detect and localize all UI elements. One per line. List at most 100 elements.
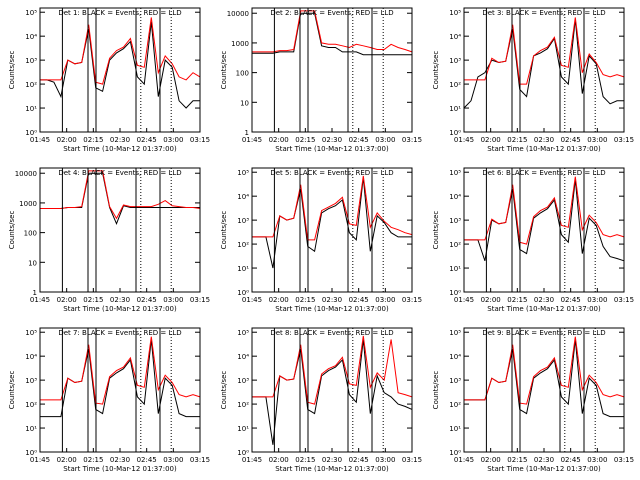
x-axis-label: Start Time (10-Mar-12 01:37:00) (275, 465, 389, 473)
series-lld-line (40, 336, 201, 405)
x-axis-label: Start Time (10-Mar-12 01:37:00) (275, 145, 389, 153)
x-tick-label: 02:15 (507, 456, 527, 464)
panel-title: Det 6: BLACK = Events, RED = LLD (482, 169, 605, 177)
y-axis-label: Counts/sec (432, 211, 440, 250)
x-tick-label: 02:00 (57, 456, 77, 464)
x-tick-label: 02:45 (137, 136, 157, 144)
det-panel-6: 10⁰ 10¹ 10² 10³ 10⁴ 10⁵ 01:45 02:00 02:15 02:30 02… (432, 167, 634, 313)
x-tick-label: 03:15 (190, 136, 210, 144)
y-tick-label: 10 (28, 259, 37, 267)
y-axis-label: Counts/sec (220, 51, 228, 90)
y-tick-label: 10⁰ (449, 289, 461, 297)
x-tick-label: 03:15 (190, 456, 210, 464)
y-tick-label: 10⁵ (449, 169, 461, 177)
y-tick-label: 10³ (237, 377, 249, 385)
series-lld-line (464, 17, 625, 85)
y-tick-label: 10⁴ (25, 353, 37, 361)
x-tick-label: 02:30 (534, 456, 554, 464)
y-tick-label: 10¹ (237, 265, 249, 273)
x-tick-label: 03:15 (614, 136, 634, 144)
panel-title: Det 2: BLACK = Events, RED = LLD (270, 9, 393, 17)
panel-title: Det 3: BLACK = Events, RED = LLD (482, 9, 605, 17)
x-tick-label: 03:00 (587, 456, 607, 464)
x-tick-label: 03:00 (163, 456, 183, 464)
panel-title: Det 4: BLACK = Events, RED = LLD (58, 169, 181, 177)
y-tick-label: 10⁵ (25, 329, 37, 337)
series-events-line (252, 12, 412, 56)
y-tick-label: 10³ (25, 377, 37, 385)
det-panel-1: 10⁰ 10¹ 10² 10³ 10⁴ 10⁵ 01:45 02:00 02:15 02:30 02… (8, 7, 210, 153)
det-panel-5: 10⁰ 10¹ 10² 10³ 10⁴ 10⁵ 01:45 02:00 02:15 02:30 02… (220, 167, 422, 313)
panel-title: Det 5: BLACK = Events, RED = LLD (270, 169, 393, 177)
series-events-line (252, 177, 412, 269)
series-lld-line (40, 170, 201, 220)
x-tick-label: 01:45 (30, 456, 50, 464)
series-lld-line (464, 336, 625, 405)
x-tick-label: 02:15 (507, 296, 527, 304)
y-axis-label: Counts/sec (432, 371, 440, 410)
x-tick-label: 02:00 (57, 136, 77, 144)
series-events-line (40, 172, 200, 226)
y-axis-label: Counts/sec (220, 211, 228, 250)
x-tick-label: 02:45 (561, 136, 581, 144)
series-lld-line (252, 10, 413, 53)
x-tick-label: 02:00 (481, 456, 501, 464)
y-tick-label: 10⁴ (449, 33, 461, 41)
y-tick-label: 1000 (19, 200, 37, 208)
x-axis-label: Start Time (10-Mar-12 01:37:00) (63, 305, 177, 313)
x-tick-label: 02:15 (83, 456, 103, 464)
series-events-line (464, 339, 624, 418)
y-tick-label: 10³ (449, 377, 461, 385)
y-tick-label: 10² (237, 401, 249, 409)
plot-frame (39, 167, 201, 293)
panel-title: Det 1: BLACK = Events, RED = LLD (58, 9, 181, 17)
y-tick-label: 10¹ (449, 425, 461, 433)
x-tick-label: 02:00 (269, 296, 289, 304)
y-tick-label: 10⁰ (25, 449, 37, 457)
series-lld-line (252, 335, 413, 405)
det-panel-3: 10⁰ 10¹ 10² 10³ 10⁴ 10⁵ 01:45 02:00 02:15 02:30 02… (432, 7, 634, 153)
det-panel-4: 1 10 100 1000 10000 01:45 02:00 02:15 02:30 02:45… (8, 167, 210, 313)
y-axis-label: Counts/sec (8, 371, 16, 410)
x-axis-label: Start Time (10-Mar-12 01:37:00) (63, 145, 177, 153)
x-tick-label: 02:30 (534, 136, 554, 144)
x-tick-label: 02:15 (295, 296, 315, 304)
y-tick-label: 1 (33, 289, 37, 297)
plot-frame (251, 7, 413, 133)
det-panel-2: 1 10 100 1000 10000 01:45 02:00 02:15 02:30 02:45… (220, 7, 422, 153)
x-tick-label: 02:15 (295, 456, 315, 464)
x-tick-label: 01:45 (242, 136, 262, 144)
x-tick-label: 02:30 (322, 456, 342, 464)
y-tick-label: 10² (237, 241, 249, 249)
x-tick-label: 03:00 (587, 136, 607, 144)
y-tick-label: 10⁴ (237, 193, 249, 201)
x-tick-label: 03:15 (402, 456, 422, 464)
y-tick-label: 10² (449, 401, 461, 409)
y-tick-label: 10³ (449, 57, 461, 65)
series-events-line (463, 19, 624, 109)
x-tick-label: 01:45 (30, 296, 50, 304)
plot-frame (251, 327, 413, 453)
series-lld-line (40, 17, 201, 85)
x-tick-label: 02:30 (110, 456, 130, 464)
y-tick-label: 10⁵ (237, 169, 249, 177)
x-tick-label: 02:00 (57, 296, 77, 304)
x-tick-label: 02:45 (349, 296, 369, 304)
x-tick-label: 03:00 (587, 296, 607, 304)
x-tick-label: 02:45 (137, 456, 157, 464)
det-panel-8: 10⁰ 10¹ 10² 10³ 10⁴ 10⁵ 01:45 02:00 02:15 02:30 02… (220, 327, 422, 473)
x-axis-label: Start Time (10-Mar-12 01:37:00) (487, 465, 601, 473)
series-events-line (252, 339, 413, 445)
y-tick-label: 100 (236, 70, 249, 78)
y-tick-label: 10² (449, 241, 461, 249)
y-tick-label: 10⁰ (237, 449, 249, 457)
x-axis-label: Start Time (10-Mar-12 01:37:00) (275, 305, 389, 313)
x-tick-label: 02:45 (349, 456, 369, 464)
y-tick-label: 10⁴ (449, 193, 461, 201)
x-tick-label: 01:45 (242, 296, 262, 304)
x-axis-label: Start Time (10-Mar-12 01:37:00) (487, 145, 601, 153)
y-tick-label: 10⁰ (25, 129, 37, 137)
y-tick-label: 10000 (227, 10, 249, 18)
y-tick-label: 10³ (25, 57, 37, 65)
